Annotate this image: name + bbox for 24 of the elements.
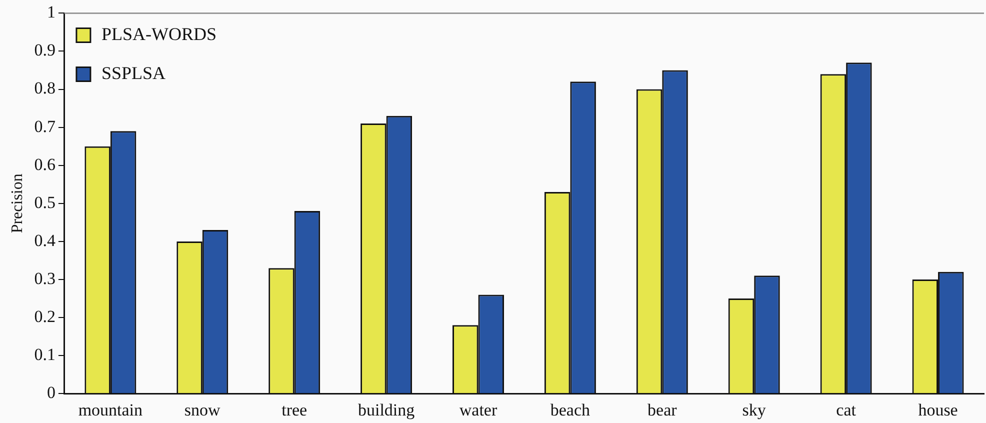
y-axis-title: Precision: [8, 174, 26, 234]
x-tick-label: beach: [550, 400, 591, 420]
y-tick-label: 0: [46, 383, 56, 402]
y-tick-label: 0.1: [34, 345, 56, 364]
x-tick-label: building: [358, 400, 416, 420]
legend-label: PLSA-WORDS: [101, 24, 216, 44]
y-tick-label: 0.4: [34, 230, 56, 250]
y-tick-label: 0.5: [34, 192, 56, 212]
y-tick-label: 0.2: [34, 306, 56, 326]
x-tick-label: cat: [836, 400, 856, 420]
x-tick-label: tree: [282, 400, 308, 420]
y-tick-label: 1: [46, 2, 56, 22]
x-tick-label: bear: [648, 400, 678, 420]
legend-label: SSPLSA: [101, 62, 166, 83]
y-tick-label: 0.3: [34, 268, 56, 288]
y-tick-label: 0.7: [34, 116, 56, 136]
x-tick-label: sky: [742, 400, 766, 420]
y-tick-label: 0.9: [34, 40, 56, 60]
x-tick-label: house: [918, 400, 958, 420]
x-tick-label: mountain: [78, 400, 144, 420]
y-tick-label: 0.6: [34, 154, 56, 174]
x-tick-label: snow: [184, 400, 222, 420]
x-tick-label: water: [459, 400, 498, 420]
y-tick-label: 0.8: [34, 78, 56, 98]
